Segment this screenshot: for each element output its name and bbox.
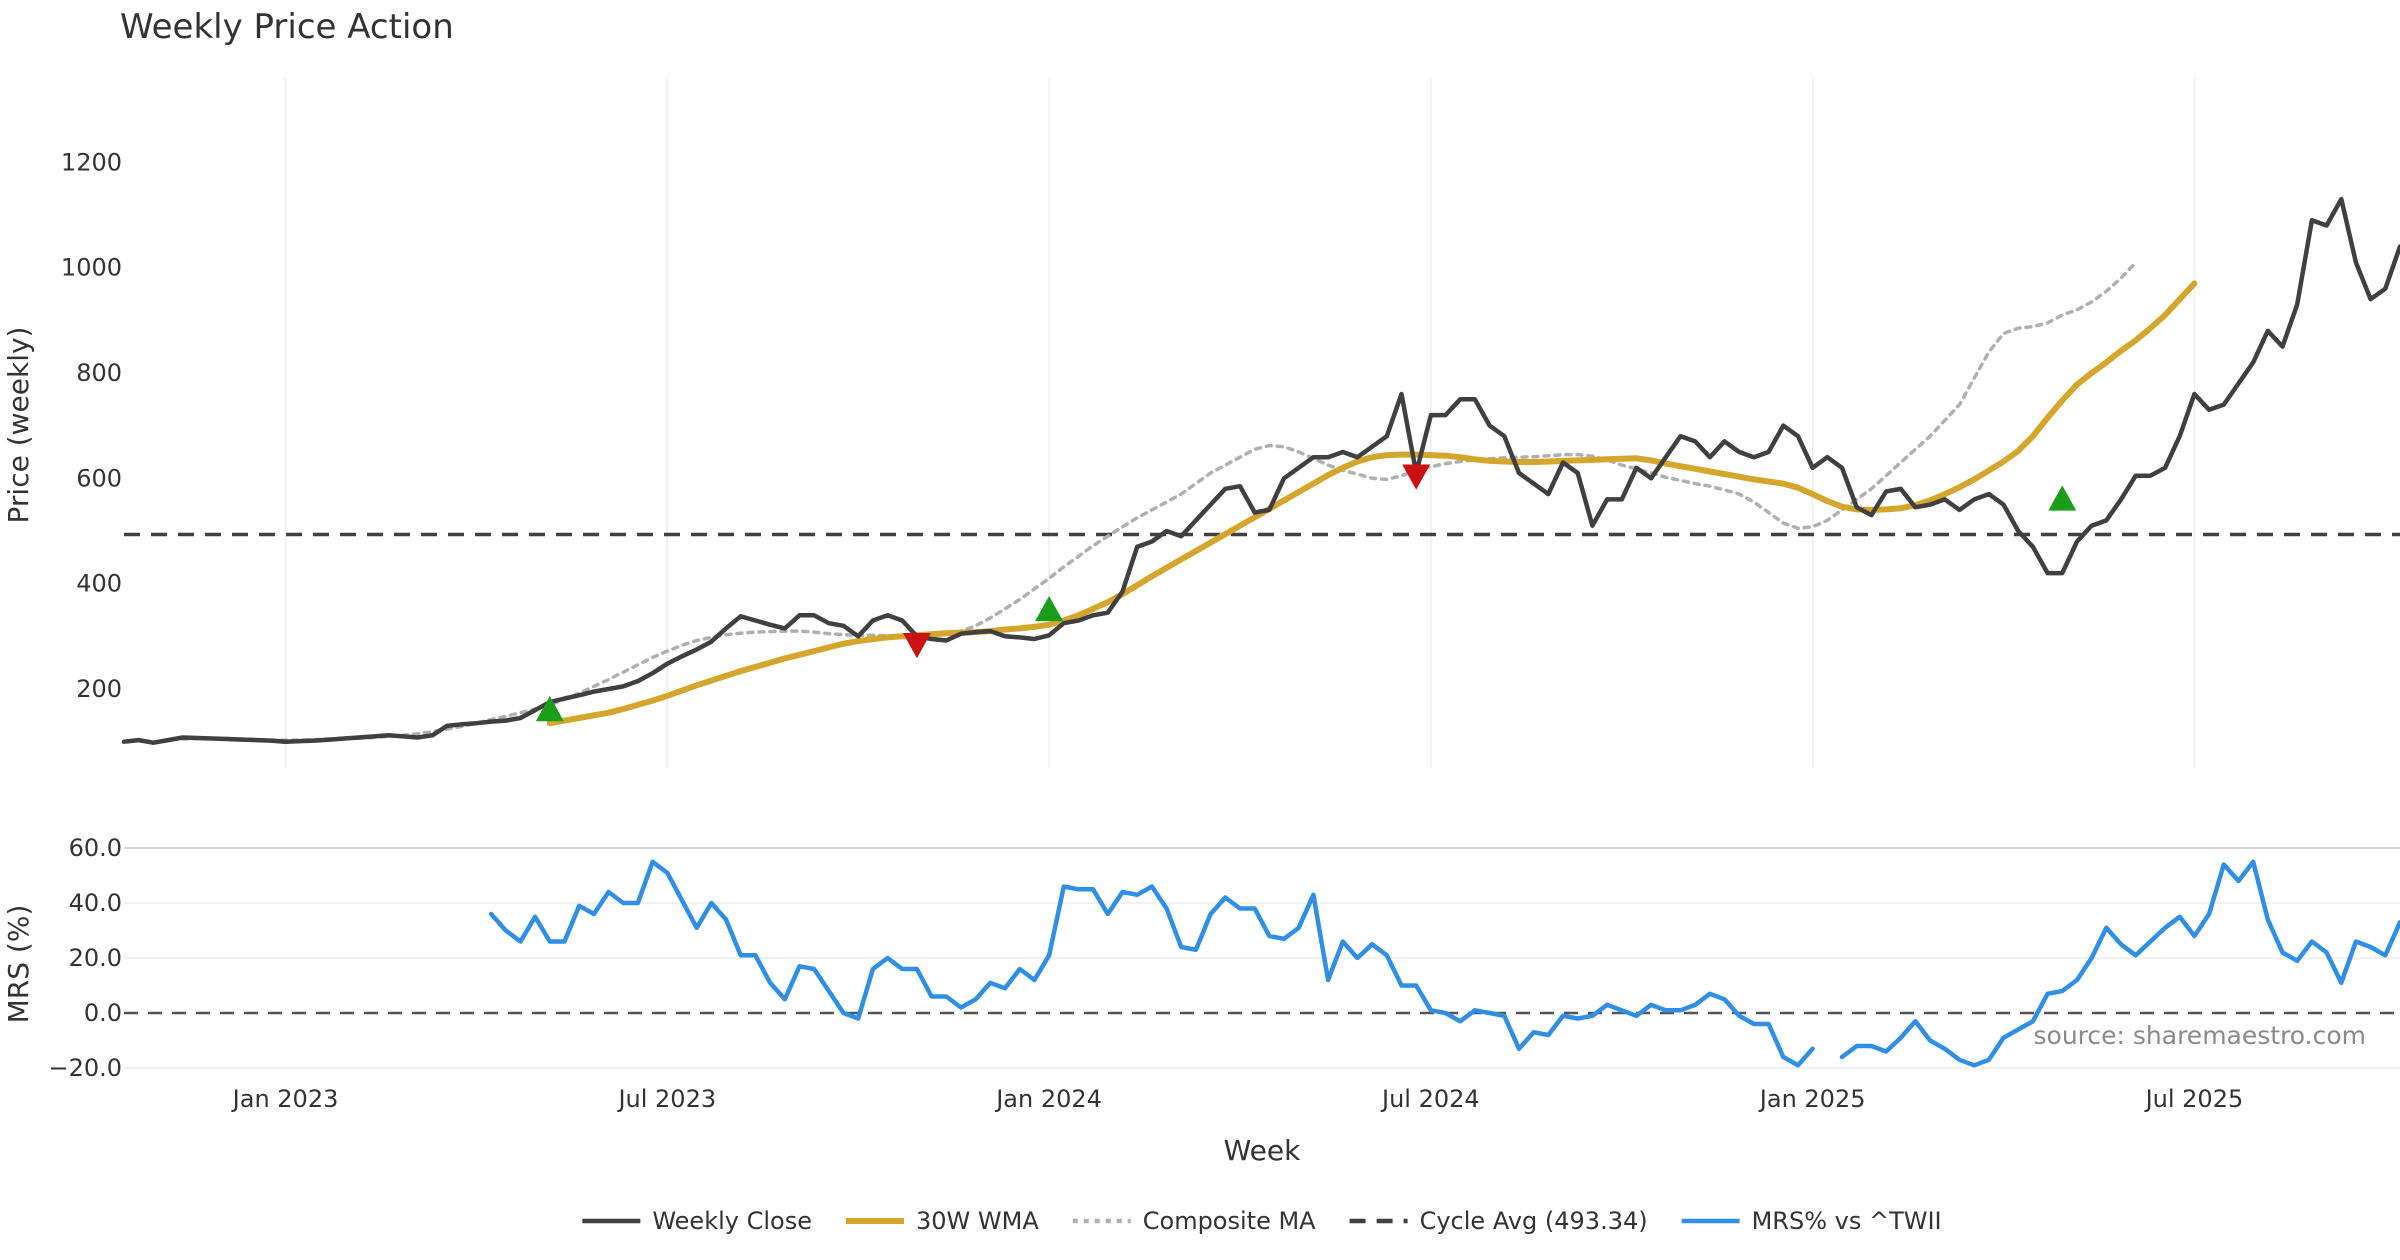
buy-signal-marker	[535, 696, 564, 722]
x-axis-title: Week	[1224, 1134, 1301, 1167]
series-line-wma	[546, 280, 2198, 727]
price-y-tick-label: 800	[76, 359, 122, 387]
mrs-y-tick-label: 20.0	[69, 944, 122, 972]
buy-signal-marker	[2048, 485, 2077, 511]
series-line-mrs	[488, 859, 2400, 1068]
chart-title: Weekly Price Action	[120, 7, 454, 47]
buy-signal-marker	[1035, 595, 1064, 622]
price-panel	[121, 196, 2400, 745]
series-line-close	[121, 196, 2400, 745]
mrs-y-tick-label: −20.0	[48, 1054, 122, 1082]
mrs-y-tick-label: 0.0	[84, 999, 122, 1027]
x-tick-label: Jul 2023	[616, 1085, 716, 1113]
mrs-y-tick-label: 60.0	[69, 834, 122, 862]
legend-label-wma: 30W WMA	[916, 1207, 1039, 1235]
price-y-tick-label: 1000	[61, 254, 122, 282]
x-tick-label: Jan 2023	[231, 1085, 339, 1113]
x-tick-label: Jul 2025	[2144, 1085, 2244, 1113]
mrs-y-axis-title: MRS (%)	[2, 905, 35, 1024]
legend-label-cycle: Cycle Avg (493.34)	[1420, 1207, 1648, 1235]
series-line-composite	[180, 260, 2138, 742]
mrs-y-tick-label: 40.0	[69, 889, 122, 917]
price-y-tick-label: 400	[76, 570, 122, 598]
legend-label-composite: Composite MA	[1143, 1207, 1316, 1235]
x-tick-label: Jul 2024	[1380, 1085, 1480, 1113]
x-tick-label: Jan 2024	[994, 1085, 1102, 1113]
price-y-tick-label: 1200	[61, 148, 122, 176]
mrs-panel	[124, 859, 2400, 1068]
source-note: source: sharemaestro.com	[2034, 1021, 2367, 1050]
axis-layer: Jan 2023 Jul 2023 Jan 2024 Jul 2024 Jan 2025…	[48, 148, 2243, 1113]
sell-signal-marker	[902, 633, 931, 659]
legend-label-close: Weekly Close	[652, 1207, 812, 1235]
price-y-axis-title: Price (weekly)	[2, 327, 35, 524]
price-y-tick-label: 200	[76, 675, 122, 703]
legend: Weekly Close 30W WMA Composite MA Cycle Avg…	[582, 1207, 1942, 1235]
sell-signal-marker	[1402, 464, 1431, 490]
legend-label-mrs: MRS% vs ^TWII	[1752, 1207, 1942, 1235]
x-tick-label: Jan 2025	[1758, 1085, 1866, 1113]
price-y-tick-label: 600	[76, 464, 122, 492]
grid-layer	[124, 78, 2400, 1069]
